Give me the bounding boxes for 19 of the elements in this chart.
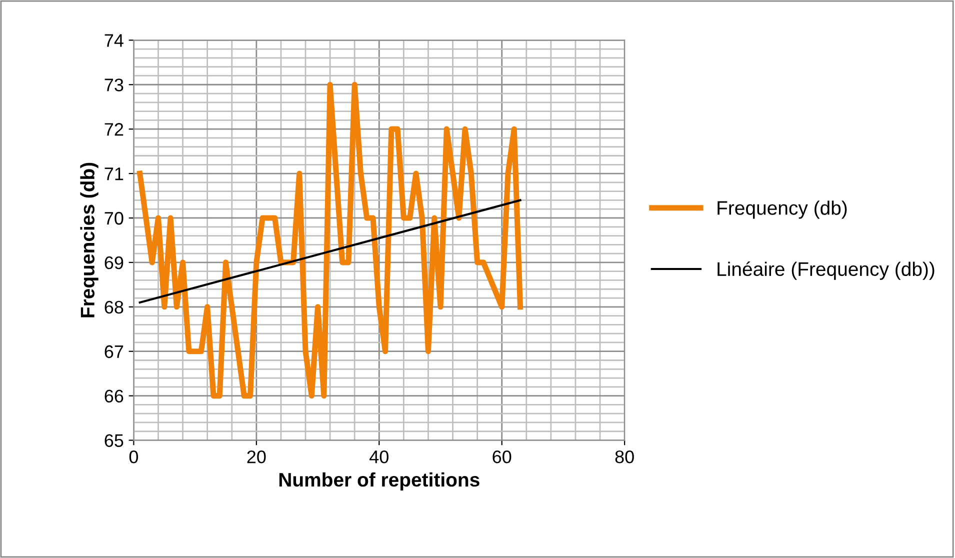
- y-tick-label: 69: [104, 256, 124, 270]
- legend-label: Frequency (db): [718, 200, 847, 219]
- y-tick-label: 72: [104, 123, 124, 136]
- x-tick-label: 20: [247, 450, 266, 464]
- y-tick-label: 68: [104, 300, 124, 314]
- x-tick-label: 40: [370, 450, 388, 464]
- legend-label: Linéaire (Frequency (db)): [718, 261, 934, 280]
- x-axis-title: Number of repetitions: [279, 472, 480, 490]
- x-tick-label: 60: [492, 450, 512, 464]
- x-tick-label: 80: [615, 450, 634, 464]
- y-tick-label: 70: [104, 212, 124, 225]
- y-tick-label: 67: [104, 345, 124, 358]
- y-tick-label: 66: [104, 390, 124, 403]
- y-tick-label: 71: [104, 168, 124, 180]
- y-axis-title: Frequencies (db): [80, 162, 98, 318]
- y-tick-label: 65: [104, 434, 124, 447]
- y-tick-label: 74: [104, 34, 124, 47]
- y-tick-label: 73: [104, 78, 124, 92]
- x-tick-label: 0: [129, 450, 138, 464]
